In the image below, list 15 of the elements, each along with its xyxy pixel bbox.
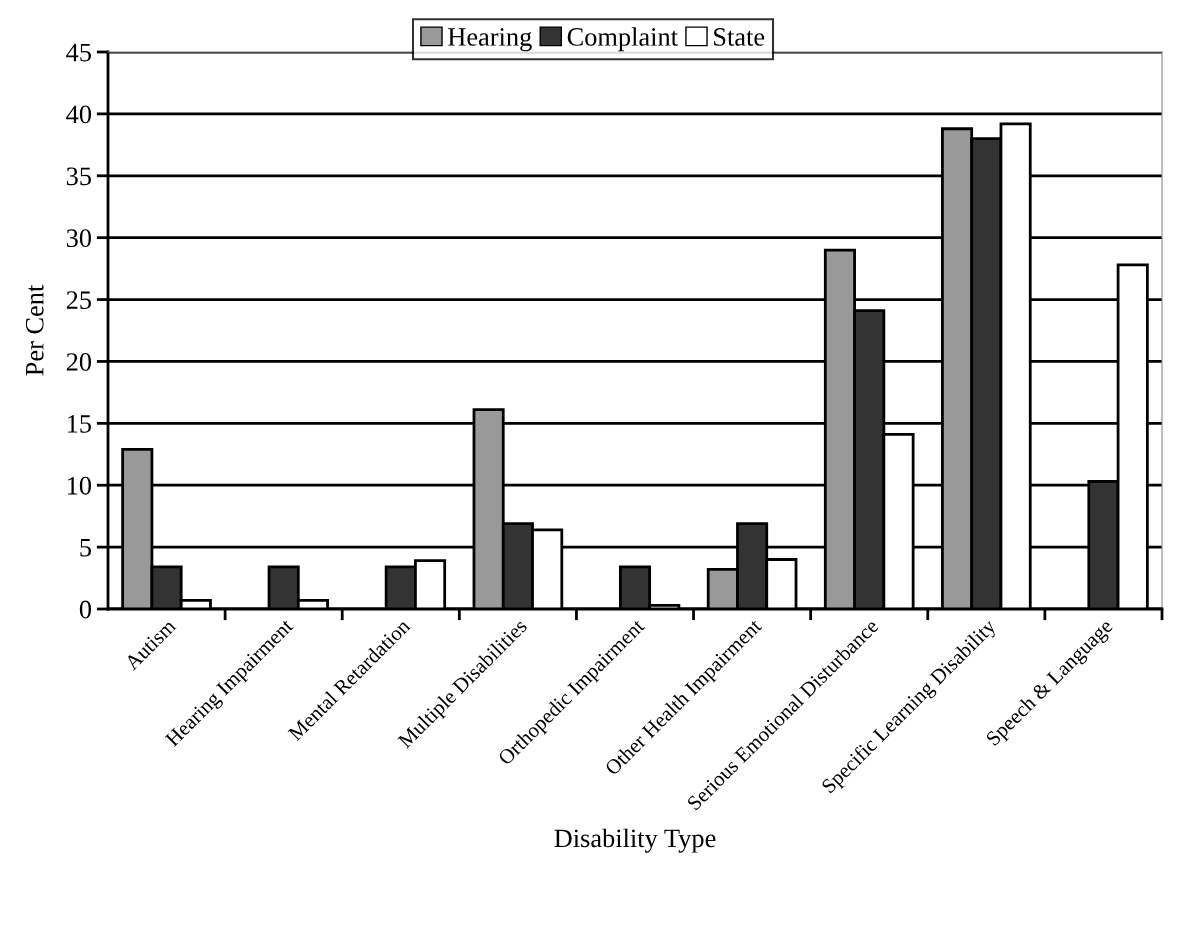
y-tick-label: 15 [67, 415, 91, 433]
y-tick-label: 10 [67, 476, 92, 495]
y-axis-title: Per Cent [25, 284, 44, 376]
y-tick-label: 30 [66, 229, 92, 248]
y-tick-label: 35 [66, 167, 91, 186]
legend-label: State [714, 28, 765, 46]
y-tick-label: 20 [66, 353, 92, 371]
y-tick-label: 40 [66, 105, 92, 124]
y-tick-label: 0 [79, 600, 92, 619]
y-tick-label: 25 [66, 291, 91, 309]
y-tick-label: 5 [80, 538, 91, 557]
legend-label: Hearing [448, 28, 532, 52]
y-tick-label: 45 [66, 43, 91, 62]
legend-label: Complaint [567, 27, 678, 52]
x-axis-title: Disability Type [554, 828, 716, 853]
